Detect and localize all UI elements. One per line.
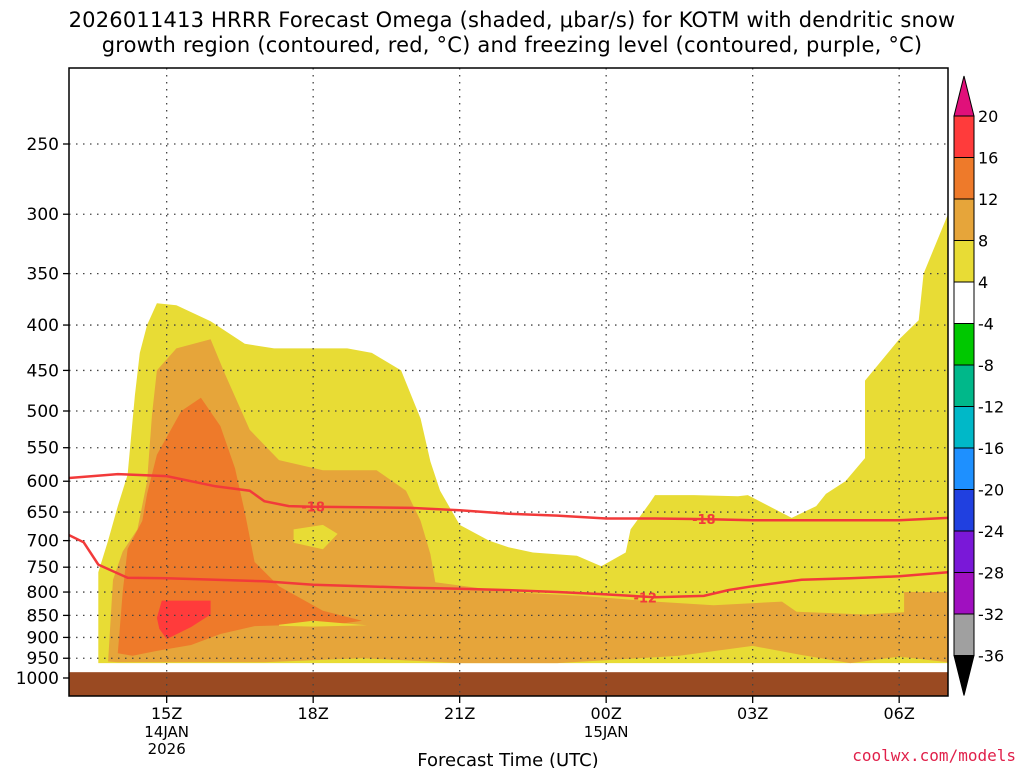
colorbar-label: -8 xyxy=(978,356,994,375)
colorbar-swatch xyxy=(953,572,975,615)
y-tick-label-600: 600 xyxy=(27,472,59,492)
colorbar-label: 12 xyxy=(978,190,998,209)
contour-line--12 xyxy=(69,533,948,599)
colorbar-swatch xyxy=(953,115,975,158)
omega-region-4-8 xyxy=(279,620,367,627)
colorbar-label: 4 xyxy=(978,273,988,292)
x-tick-label-21Z: 21Z xyxy=(444,704,475,723)
x-tick-sublabel: 2026 xyxy=(148,740,186,758)
x-tick-label-00Z: 00Z xyxy=(591,704,622,723)
x-axis-label: Forecast Time (UTC) xyxy=(417,750,598,768)
x-tick-sublabel: 14JAN xyxy=(144,723,189,741)
y-tick-label-450: 450 xyxy=(27,361,59,381)
y-tick-label-750: 750 xyxy=(27,558,59,578)
colorbar-label: -28 xyxy=(978,564,1004,583)
pressure-axis: 2503003504004505005506006507007508008509… xyxy=(16,135,69,689)
x-tick-label-18Z: 18Z xyxy=(298,704,329,723)
colorbar-swatch xyxy=(953,530,975,573)
omega-region-8-12 xyxy=(108,339,948,664)
y-tick-label-550: 550 xyxy=(27,439,59,459)
x-tick-label-06Z: 06Z xyxy=(884,704,915,723)
omega-region-12-16 xyxy=(117,397,362,656)
contour-label--18: -18 xyxy=(692,513,716,528)
colorbar-label: -32 xyxy=(978,605,1004,624)
colorbar-top-arrow xyxy=(953,75,975,117)
y-tick-label-350: 350 xyxy=(27,265,59,285)
colorbar-label: -36 xyxy=(978,647,1004,666)
y-tick-label-850: 850 xyxy=(27,606,59,626)
colorbar-swatch xyxy=(953,240,975,283)
chart-title-line2: growth region (contoured, red, °C) and f… xyxy=(101,33,923,57)
contour-label--12: -12 xyxy=(633,591,657,606)
y-tick-label-800: 800 xyxy=(27,583,59,603)
colorbar-swatch xyxy=(953,406,975,449)
colorbar-label: -16 xyxy=(978,439,1004,458)
colorbar-swatch xyxy=(953,489,975,532)
x-tick-label-03Z: 03Z xyxy=(737,704,768,723)
colorbar-bottom-arrow xyxy=(953,655,975,696)
y-tick-label-700: 700 xyxy=(27,532,59,552)
omega-region-16-20 xyxy=(156,600,211,640)
contour-label--18: -18 xyxy=(301,501,325,516)
y-tick-label-250: 250 xyxy=(27,135,59,155)
colorbar-label: -20 xyxy=(978,481,1004,500)
y-tick-label-300: 300 xyxy=(27,205,59,225)
y-tick-label-400: 400 xyxy=(27,316,59,336)
colorbar-label: -12 xyxy=(978,398,1004,417)
colorbar-label: -24 xyxy=(978,522,1004,541)
colorbar-label: -4 xyxy=(978,315,994,334)
x-tick-label-15Z: 15Z xyxy=(151,704,182,723)
y-tick-label-650: 650 xyxy=(27,503,59,523)
y-tick-label-500: 500 xyxy=(27,402,59,422)
colorbar-swatch xyxy=(953,364,975,407)
dgz-contours: -18 -18 -12 xyxy=(69,472,948,606)
colorbar-swatch xyxy=(953,323,975,366)
ground-surface xyxy=(69,672,948,696)
colorbar: 20 16 12 8 4 -4 -8 -12 -16 -20 -24 -28 -32 -36 xyxy=(953,75,1004,696)
y-tick-label-950: 950 xyxy=(27,649,59,669)
colorbar-label: 16 xyxy=(978,149,998,168)
y-tick-label-900: 900 xyxy=(27,628,59,648)
x-tick-sublabel: 15JAN xyxy=(584,723,629,741)
colorbar-swatch xyxy=(953,613,975,656)
omega-shading xyxy=(98,214,948,664)
contour-line--18 xyxy=(69,472,948,522)
colorbar-label: 20 xyxy=(978,107,998,126)
colorbar-swatch xyxy=(953,281,975,324)
colorbar-swatch xyxy=(953,198,975,241)
source-credit: coolwx.com/models xyxy=(852,746,1016,765)
colorbar-label: 8 xyxy=(978,232,988,251)
plot-frame xyxy=(68,67,949,697)
y-tick-label-1000: 1000 xyxy=(16,669,59,689)
colorbar-swatch xyxy=(953,157,975,200)
chart-title-line1: 2026011413 HRRR Forecast Omega (shaded, … xyxy=(68,8,956,32)
colorbar-swatch xyxy=(953,447,975,490)
